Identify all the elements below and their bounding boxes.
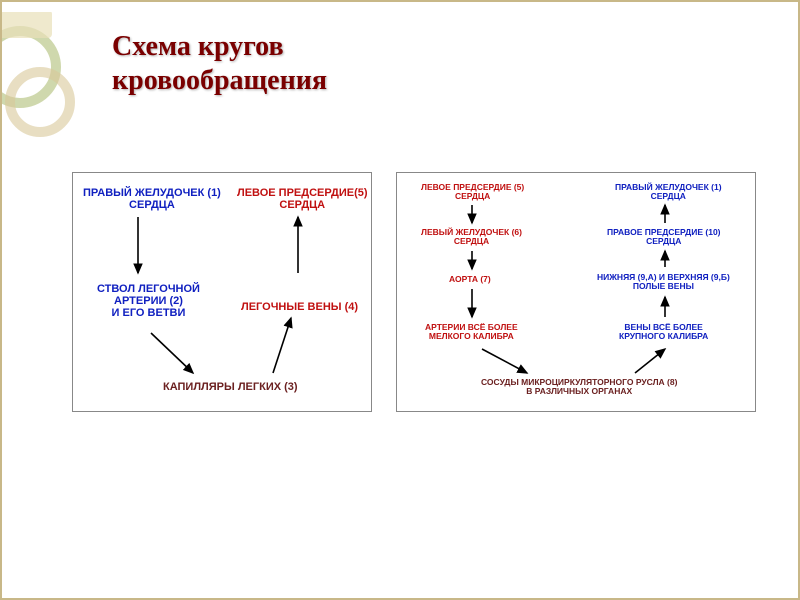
- node-line: КАПИЛЛЯРЫ ЛЕГКИХ (3): [163, 381, 298, 393]
- node-r1: ЛЕВОЕ ПРЕДСЕРДИЕ (5)СЕРДЦА: [421, 183, 524, 202]
- slide-title: Схема кругов кровообращения: [112, 30, 327, 97]
- node-l5: КАПИЛЛЯРЫ ЛЕГКИХ (3): [163, 381, 298, 393]
- node-line: И ЕГО ВЕТВИ: [112, 307, 186, 319]
- flow-arrow: [635, 349, 665, 373]
- node-l2: ЛЕВОЕ ПРЕДСЕРДИЕ(5)СЕРДЦА: [237, 187, 368, 211]
- flow-arrow: [273, 318, 291, 373]
- node-line: ЛЕВОЕ ПРЕДСЕРДИЕ(5): [237, 187, 368, 199]
- node-l1: ПРАВЫЙ ЖЕЛУДОЧЕК (1)СЕРДЦА: [83, 187, 221, 211]
- node-line: МЕЛКОГО КАЛИБРА: [429, 331, 514, 341]
- node-l3: СТВОЛ ЛЕГОЧНОЙАРТЕРИИ (2)И ЕГО ВЕТВИ: [97, 283, 200, 319]
- node-r5: АОРТА (7): [449, 275, 491, 284]
- corner-decoration: [2, 12, 82, 152]
- node-line: СТВОЛ ЛЕГОЧНОЙ: [97, 283, 200, 295]
- flow-arrow: [151, 333, 193, 373]
- title-line2: кровообращения: [112, 65, 327, 96]
- node-line: ЛЕГОЧНЫЕ ВЕНЫ (4): [241, 301, 358, 313]
- node-line: СЕРДЦА: [454, 236, 489, 246]
- node-r2: ПРАВЫЙ ЖЕЛУДОЧЕК (1)СЕРДЦА: [615, 183, 722, 202]
- title-line1: Схема кругов: [112, 31, 284, 62]
- node-r3: ЛЕВЫЙ ЖЕЛУДОЧЕК (6)СЕРДЦА: [421, 228, 522, 247]
- node-line: СЕРДЦА: [279, 199, 325, 211]
- left-panel: ПРАВЫЙ ЖЕЛУДОЧЕК (1)СЕРДЦАЛЕВОЕ ПРЕДСЕРД…: [72, 172, 372, 412]
- node-line: ПОЛЫЕ ВЕНЫ: [633, 281, 694, 291]
- flow-arrow: [482, 349, 527, 373]
- node-r9: СОСУДЫ МИКРОЦИРКУЛЯТОРНОГО РУСЛА (8)В РА…: [481, 378, 677, 397]
- node-line: СЕРДЦА: [651, 191, 686, 201]
- right-panel: ЛЕВОЕ ПРЕДСЕРДИЕ (5)СЕРДЦА ПРАВЫЙ ЖЕЛУДОЧ…: [396, 172, 756, 412]
- node-line: АОРТА (7): [449, 274, 491, 284]
- node-line: СЕРДЦА: [455, 191, 490, 201]
- node-line: АРТЕРИИ (2): [114, 295, 183, 307]
- node-r4: ПРАВОЕ ПРЕДСЕРДИЕ (10)СЕРДЦА: [607, 228, 721, 247]
- node-line: ПРАВЫЙ ЖЕЛУДОЧЕК (1): [83, 187, 221, 199]
- node-r8: ВЕНЫ ВСЁ БОЛЕЕКРУПНОГО КАЛИБРА: [619, 323, 708, 342]
- panels-row: ПРАВЫЙ ЖЕЛУДОЧЕК (1)СЕРДЦАЛЕВОЕ ПРЕДСЕРД…: [72, 172, 756, 412]
- slide-frame: Схема кругов кровообращения ПРАВЫЙ ЖЕЛУД…: [0, 0, 800, 600]
- node-line: СЕРДЦА: [646, 236, 681, 246]
- node-line: КРУПНОГО КАЛИБРА: [619, 331, 708, 341]
- node-l4: ЛЕГОЧНЫЕ ВЕНЫ (4): [241, 301, 358, 313]
- node-line: В РАЗЛИЧНЫХ ОРГАНАХ: [526, 386, 632, 396]
- node-r7: АРТЕРИИ ВСЁ БОЛЕЕМЕЛКОГО КАЛИБРА: [425, 323, 518, 342]
- node-line: СЕРДЦА: [129, 199, 175, 211]
- node-r6: НИЖНЯЯ (9,А) И ВЕРХНЯЯ (9,Б)ПОЛЫЕ ВЕНЫ: [597, 273, 730, 292]
